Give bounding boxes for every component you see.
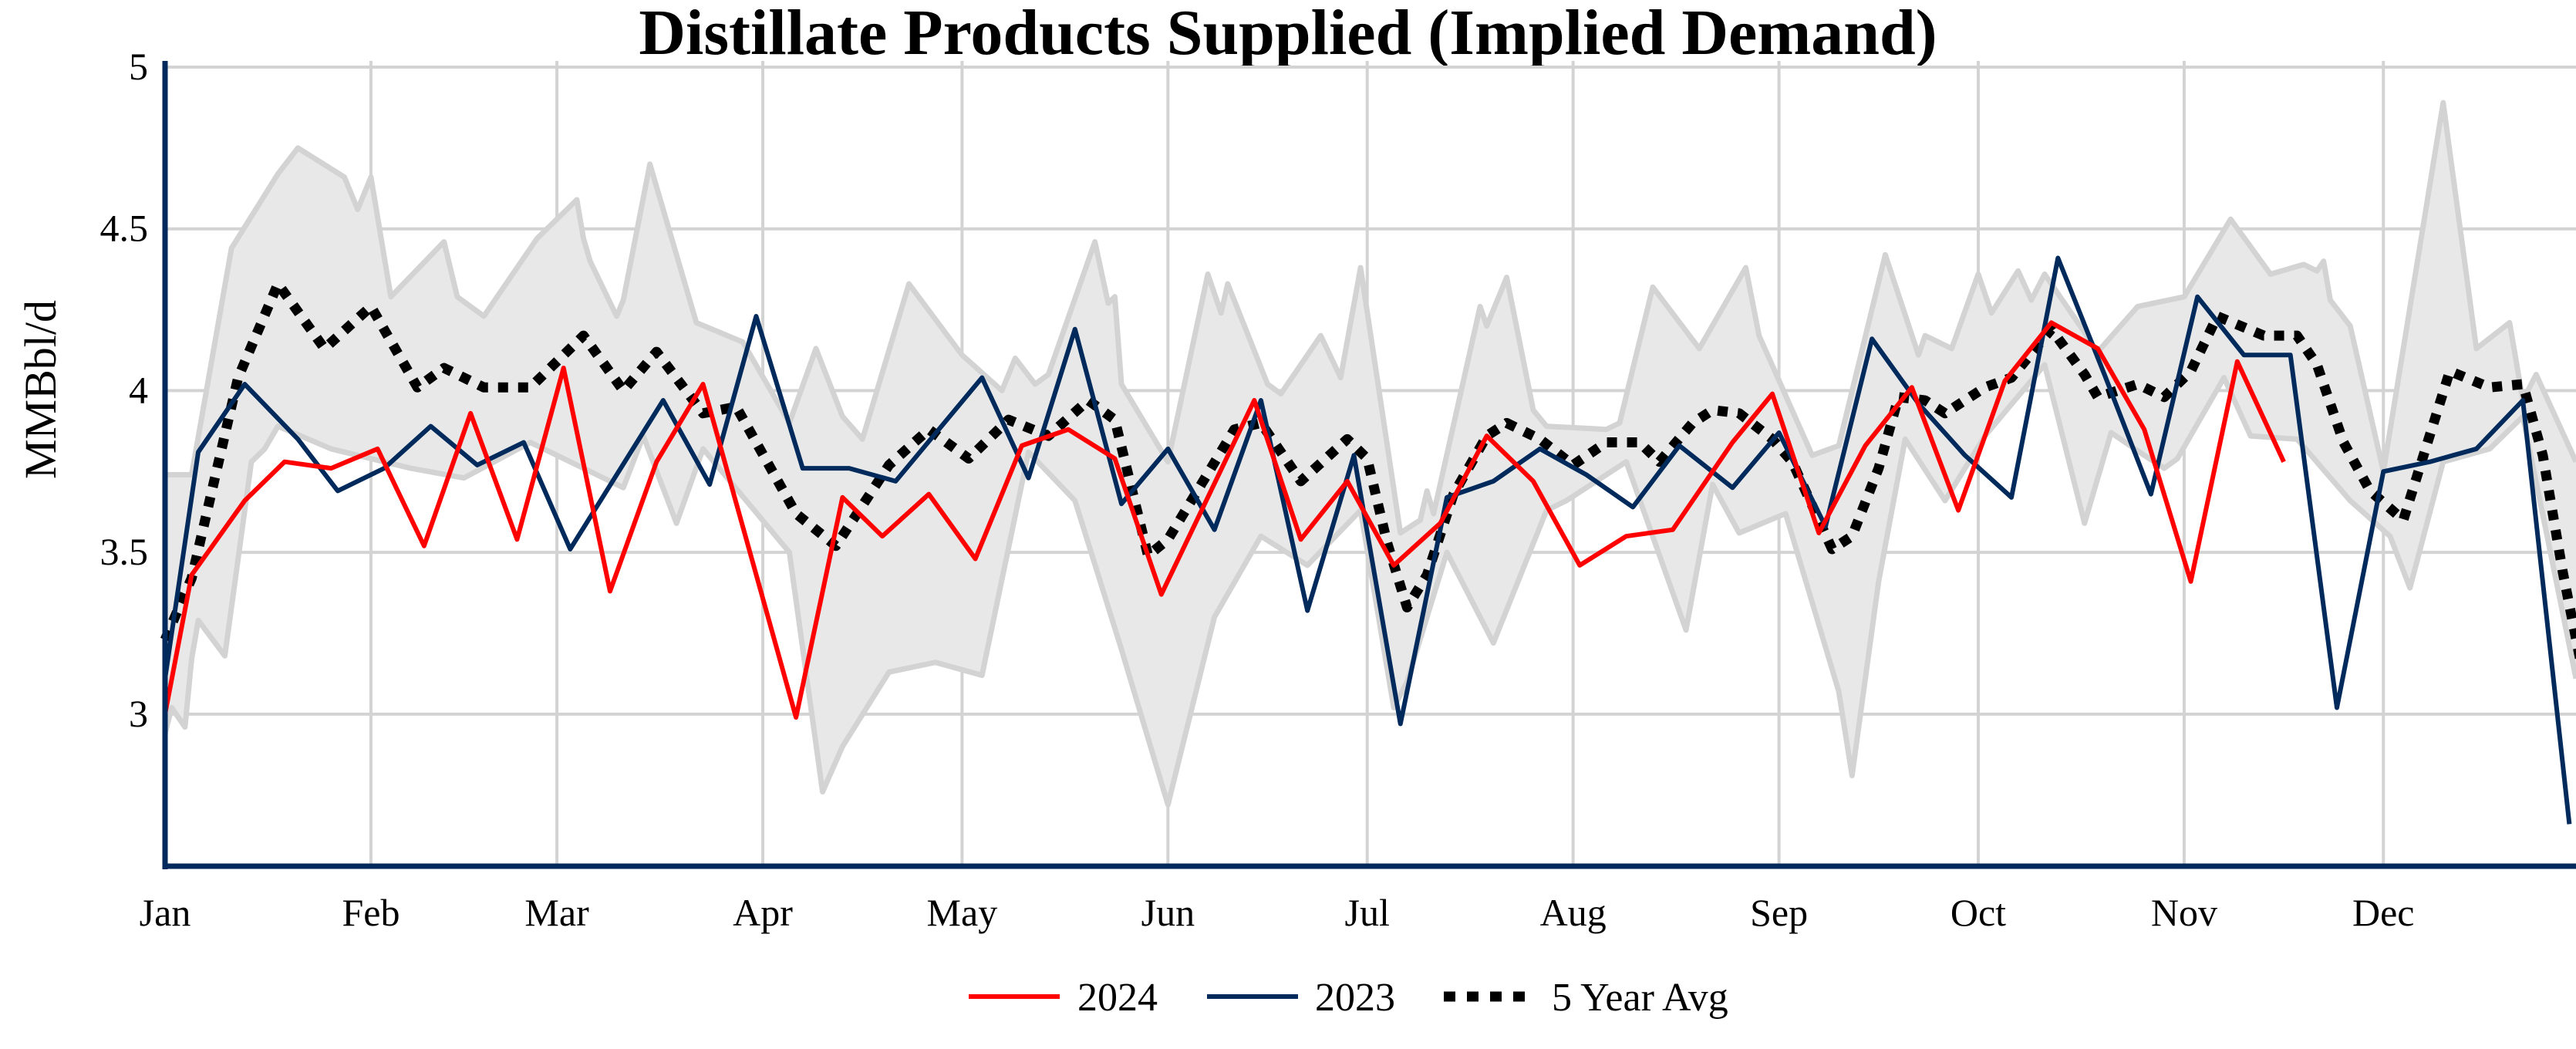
x-tick-label: Jul (1345, 891, 1390, 934)
five-year-range-band (162, 100, 2576, 808)
legend-item-avg: 5 Year Avg (1444, 976, 1728, 1020)
x-tick-label: Feb (342, 891, 400, 934)
series-2024 (163, 320, 2286, 720)
legend-label: 2023 (1315, 976, 1395, 1020)
series-2023 (163, 255, 2572, 825)
range-band-upper-line (165, 100, 2576, 536)
x-tick-label: Mar (524, 891, 589, 934)
range-band-lower-line (162, 362, 2576, 808)
axes (162, 61, 2576, 869)
range-band-fill (165, 103, 2576, 805)
x-tick-labels: Jan Feb Mar Apr May Jun Jul Aug Sep Oct Nov Dec (140, 891, 2415, 934)
x-tick-label: Dec (2352, 891, 2415, 934)
legend-item-2024: 2024 (969, 976, 1158, 1020)
y-tick-label: 3.5 (100, 530, 149, 573)
y-tick-label: 5 (129, 45, 148, 88)
y-tick-label: 4.5 (100, 207, 149, 250)
legend-item-2023: 2023 (1207, 976, 1395, 1020)
chart-title: Distillate Products Supplied (Implied De… (639, 0, 1937, 69)
x-tick-label: Jun (1141, 891, 1195, 934)
y-tick-label: 4 (129, 368, 148, 411)
series-lines (160, 255, 2576, 825)
legend: 2024 2023 5 Year Avg (969, 976, 1728, 1020)
y-axis-label: MMBbl/d (15, 300, 66, 479)
x-tick-label: Sep (1750, 891, 1808, 934)
x-tick-label: Apr (733, 891, 793, 934)
legend-label: 5 Year Avg (1552, 976, 1728, 1020)
x-tick-label: Oct (1951, 891, 2006, 934)
y-tick-labels: 3 3.5 4 4.5 5 (100, 45, 149, 735)
x-tick-label: Jan (140, 891, 191, 934)
x-tick-label: May (927, 891, 998, 934)
x-tick-label: Aug (1540, 891, 1607, 934)
series-5-year-avg (160, 278, 2576, 665)
x-tick-label: Nov (2151, 891, 2217, 934)
y-tick-label: 3 (129, 692, 148, 735)
legend-label: 2024 (1077, 976, 1158, 1020)
